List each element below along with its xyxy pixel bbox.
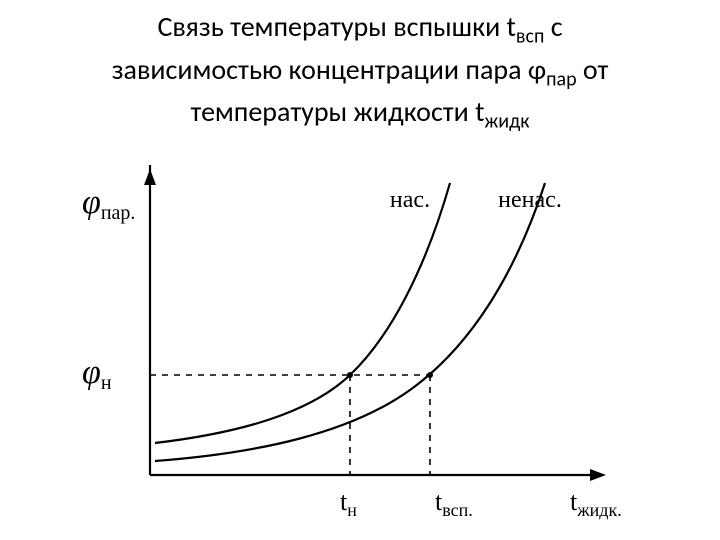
y-axis-label: φпар. — [82, 184, 135, 224]
tick-tvsp: tвсп. — [435, 487, 473, 520]
title-line3-sub: жидк — [484, 110, 529, 134]
chart-svg: φпар. φн нас. ненас. tн tвсп. tжидк. — [40, 165, 680, 525]
phi-n-sub: н — [101, 372, 112, 394]
tick-tvsp-sub: всп. — [442, 500, 473, 520]
chart-region: φпар. φн нас. ненас. tн tвсп. tжидк. — [40, 165, 680, 525]
title-line3-a: температуры жидкости t — [190, 94, 484, 129]
tick-tn: tн — [340, 487, 357, 520]
title-line2-a: зависимостью концентрации пара φ — [112, 52, 546, 87]
x-axis-label-sub: жидк. — [576, 500, 621, 520]
y-axis-arrow — [144, 169, 156, 185]
title-line1-b: с — [544, 9, 562, 44]
title-line1-sub: всп — [516, 25, 544, 49]
title-line1-a: Связь температуры вспышки t — [157, 9, 515, 44]
curve-label-nas: нас. — [390, 187, 430, 213]
dot-nenas — [427, 372, 433, 378]
curve-nas — [155, 183, 450, 443]
curve-label-nenas: ненас. — [498, 187, 562, 213]
title-line2-sub: пар — [546, 67, 577, 91]
dot-nas — [347, 372, 353, 378]
tick-tn-sub: н — [347, 500, 357, 520]
y-axis-label-phi: φ — [82, 184, 101, 221]
curve-nenas — [155, 183, 545, 461]
x-axis-arrow — [590, 469, 606, 481]
y-axis-label-sub: пар. — [101, 202, 136, 224]
x-axis-label: tжидк. — [570, 487, 622, 520]
title-line2-b: от — [577, 52, 609, 87]
page-title: Связь температуры вспышки tвсп с зависим… — [0, 8, 720, 136]
phi-n-label: φн — [82, 354, 112, 394]
dashed-guides — [150, 375, 430, 475]
phi-n-phi: φ — [82, 354, 101, 391]
